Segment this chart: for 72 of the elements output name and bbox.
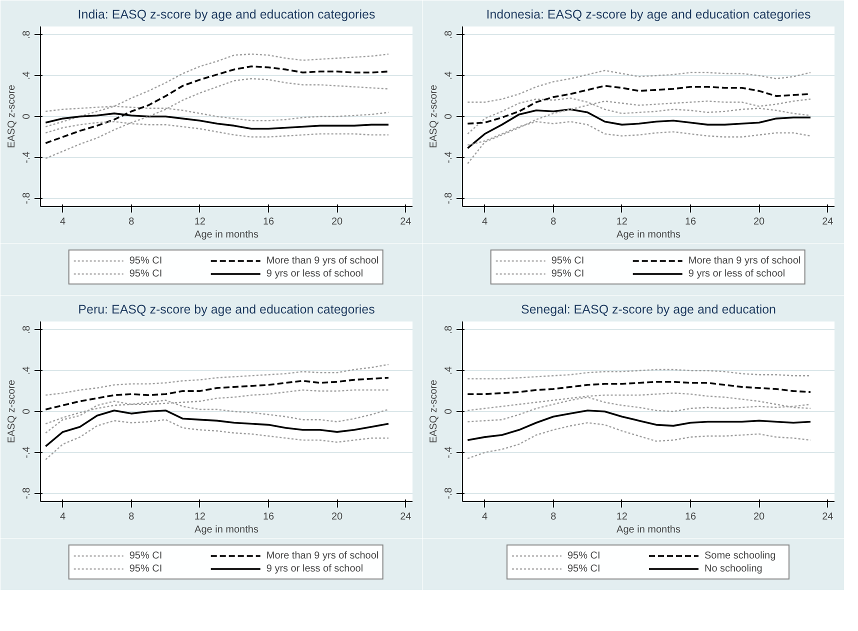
x-tick-label: 24 (822, 512, 834, 522)
x-tick-label: 24 (400, 216, 412, 228)
x-tick-label: 20 (332, 216, 344, 228)
y-tick-label: 0 (22, 408, 32, 414)
chart-title: Senegal: EASQ z-score by age and education (520, 302, 776, 316)
legend-label: 95% CI (129, 550, 164, 562)
y-tick-label: .8 (444, 325, 454, 334)
y-tick-label: .4 (22, 70, 32, 80)
y-tick-label: -.4 (22, 151, 32, 164)
x-tick-label: 20 (754, 512, 766, 522)
legend-label: 95% CI (568, 562, 602, 574)
y-tick-label: .4 (22, 366, 32, 375)
x-tick-label: 12 (616, 216, 628, 228)
y-tick-label: -.8 (22, 487, 32, 500)
chart-title: Peru: EASQ z-score by age and education categories (78, 302, 375, 316)
legend-label: More than 9 yrs of school (266, 550, 379, 562)
y-tick-label: -.8 (444, 192, 454, 204)
y-tick-label: 0 (444, 408, 454, 414)
x-axis-title: Age in months (616, 524, 680, 536)
legend-label: 95% CI (551, 254, 586, 266)
x-tick-label: 16 (262, 216, 274, 228)
legend-label: Some schooling (704, 550, 777, 562)
x-tick-label: 24 (822, 216, 834, 228)
chart-title: India: EASQ z-score by age and education categories (78, 8, 376, 22)
x-tick-label: 4 (60, 512, 66, 522)
x-tick-label: 24 (400, 512, 412, 522)
x-tick-label: 8 (128, 216, 135, 228)
chart-title: Indonesia: EASQ z-score by age and education categories (486, 8, 811, 22)
y-tick-label: 0 (22, 113, 32, 120)
legend-label: 95% CI (129, 562, 164, 574)
legend-label: 95% CI (129, 268, 164, 280)
x-tick-label: 8 (550, 512, 557, 522)
x-tick-label: 12 (194, 512, 206, 522)
x-tick-label: 20 (332, 512, 344, 522)
x-tick-label: 4 (60, 216, 66, 228)
x-axis-title: Age in months (194, 524, 258, 536)
x-axis-title: Age in months (616, 230, 680, 240)
legend-label: 95% CI (551, 268, 586, 280)
legend-label: 95% CI (568, 550, 602, 562)
legend-label: No schooling (704, 562, 764, 574)
legend-label: 9 yrs or less of school (688, 268, 786, 280)
y-tick-label: -.4 (22, 446, 32, 458)
y-tick-label: -.8 (22, 192, 32, 204)
y-axis-title: EASQ z-score (428, 379, 440, 444)
x-tick-label: 4 (482, 216, 488, 228)
y-tick-label: .8 (444, 30, 454, 39)
legend-label: More than 9 yrs of school (688, 254, 801, 266)
legend-label: 95% CI (129, 254, 164, 266)
y-axis-title: EASQ z-score (428, 84, 440, 148)
y-axis-title: EASQ z-score (6, 84, 18, 148)
y-tick-label: .8 (22, 325, 32, 334)
y-tick-label: .4 (444, 70, 454, 80)
x-tick-label: 12 (194, 216, 206, 228)
y-tick-label: -.4 (444, 151, 454, 164)
legend-label: More than 9 yrs of school (266, 254, 379, 266)
x-tick-label: 16 (684, 512, 696, 522)
x-tick-label: 8 (550, 216, 557, 228)
x-tick-label: 8 (128, 512, 135, 522)
y-tick-label: -.8 (444, 487, 454, 500)
y-tick-label: .4 (444, 366, 454, 375)
x-tick-label: 4 (482, 512, 488, 522)
x-tick-label: 16 (684, 216, 696, 228)
y-axis-title: EASQ z-score (6, 379, 18, 444)
legend-label: 9 yrs or less of school (266, 268, 364, 280)
x-tick-label: 16 (262, 512, 274, 522)
y-tick-label: 0 (444, 113, 454, 120)
y-tick-label: -.4 (444, 446, 454, 458)
legend-label: 9 yrs or less of school (266, 562, 364, 574)
y-tick-label: .8 (22, 30, 32, 39)
x-axis-title: Age in months (194, 230, 258, 240)
x-tick-label: 12 (616, 512, 628, 522)
x-tick-label: 20 (754, 216, 766, 228)
